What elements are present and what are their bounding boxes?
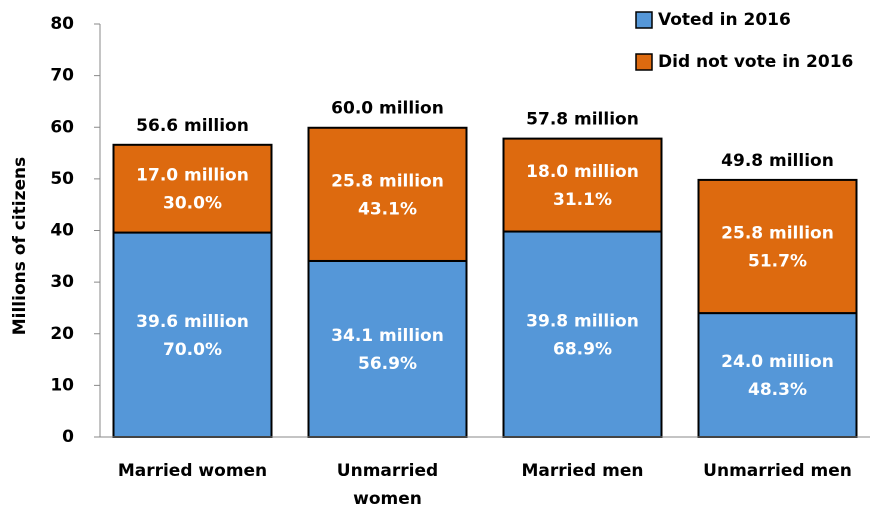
- legend-swatch: [635, 11, 653, 29]
- value-label: 17.0 million: [136, 166, 249, 186]
- bar-segment: [307, 259, 468, 438]
- value-label: 39.6 million: [136, 312, 249, 332]
- total-label: 60.0 million: [331, 98, 444, 118]
- y-axis-title: Millions of citizens: [10, 157, 30, 336]
- y-tick-label: 70: [50, 66, 74, 86]
- y-tick-label: 80: [50, 14, 74, 34]
- bar-segment: [502, 137, 663, 233]
- percent-label: 70.0%: [163, 340, 222, 360]
- y-tick-label: 20: [50, 324, 74, 344]
- percent-label: 56.9%: [358, 354, 417, 374]
- x-tick-label: Married women: [117, 461, 268, 481]
- x-tick-label: Unmarried women: [336, 461, 439, 509]
- x-tick-label: Married men: [521, 461, 644, 481]
- y-tick-label: 10: [50, 375, 74, 395]
- total-label: 57.8 million: [526, 110, 639, 130]
- y-tick-label: 0: [62, 427, 74, 447]
- total-label: 49.8 million: [721, 151, 834, 171]
- value-label: 25.8 million: [331, 171, 444, 191]
- percent-label: 30.0%: [163, 194, 222, 214]
- legend-swatch: [635, 53, 653, 71]
- percent-label: 48.3%: [748, 380, 807, 400]
- legend-label: Voted in 2016: [658, 10, 791, 30]
- bar-segment: [112, 143, 273, 234]
- percent-label: 51.7%: [748, 252, 807, 272]
- bar-segment: [112, 231, 273, 438]
- percent-label: 43.1%: [358, 199, 417, 219]
- bar-segment: [697, 178, 858, 315]
- value-label: 39.8 million: [526, 311, 639, 331]
- y-tick-label: 60: [50, 117, 74, 137]
- percent-label: 68.9%: [553, 339, 612, 359]
- bar-segment: [307, 126, 468, 262]
- value-label: 18.0 million: [526, 162, 639, 182]
- x-tick-label: Unmarried men: [703, 461, 852, 481]
- value-label: 25.8 million: [721, 224, 834, 244]
- bar-segment: [697, 312, 858, 439]
- y-tick-label: 40: [50, 221, 74, 241]
- bar-segment: [502, 230, 663, 438]
- value-label: 24.0 million: [721, 352, 834, 372]
- total-label: 56.6 million: [136, 116, 249, 136]
- y-tick-label: 30: [50, 272, 74, 292]
- legend-label: Did not vote in 2016: [658, 52, 853, 72]
- value-label: 34.1 million: [331, 326, 444, 346]
- y-tick-label: 50: [50, 169, 74, 189]
- percent-label: 31.1%: [553, 190, 612, 210]
